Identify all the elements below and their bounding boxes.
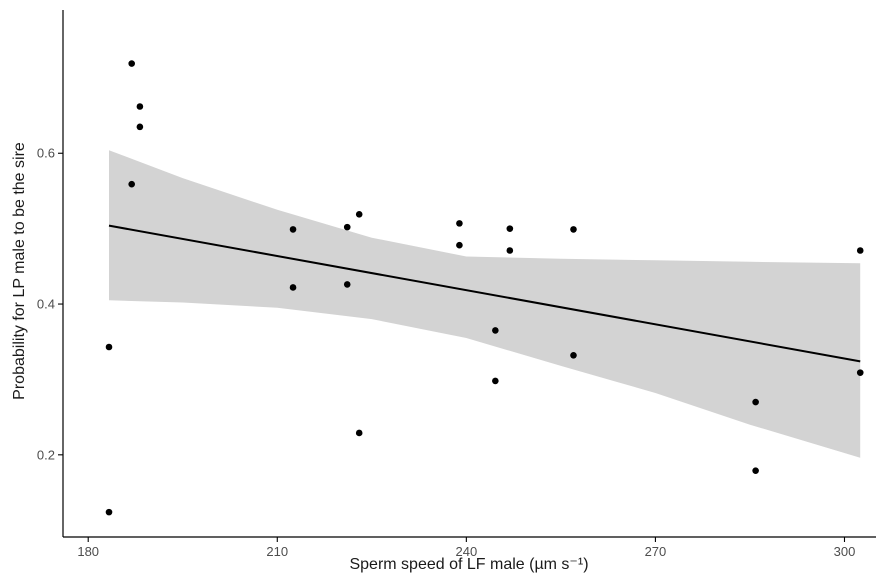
data-point (343, 281, 351, 288)
x-tick-label: 210 (266, 544, 288, 559)
axes-layer: 180 210 240 270 300 0.2 0.4 0.6 (37, 10, 876, 559)
data-point (752, 467, 759, 474)
x-axis-title: Sperm speed of LF male (µm s⁻¹) (349, 556, 588, 573)
data-point (105, 508, 113, 516)
data-point (343, 223, 351, 231)
data-points-layer (105, 60, 864, 516)
data-point (289, 284, 297, 291)
data-point (570, 226, 577, 233)
data-point (136, 103, 144, 110)
y-tick-label: 0.4 (37, 297, 55, 312)
data-point (492, 377, 499, 385)
data-point (456, 220, 463, 227)
fit-line (108, 224, 861, 363)
data-point (128, 60, 135, 67)
y-axis-title: Probability for LP male to be the sire (11, 142, 28, 400)
data-point (355, 211, 363, 218)
y-tick-label: 0.6 (37, 146, 55, 161)
x-tick-label: 300 (834, 544, 856, 559)
data-point (492, 327, 499, 334)
data-point (105, 343, 113, 351)
y-tick-label: 0.2 (37, 447, 55, 462)
data-point (128, 180, 135, 188)
data-point (856, 369, 864, 376)
confidence-band-layer (109, 150, 861, 458)
data-point (856, 247, 864, 254)
confidence-band (109, 150, 861, 458)
data-point (136, 123, 144, 131)
data-point (355, 429, 363, 437)
data-point (456, 241, 463, 249)
data-point (289, 226, 297, 233)
data-point (570, 352, 577, 359)
x-tick-label: 240 (455, 544, 477, 559)
data-point (506, 247, 514, 254)
data-point (506, 225, 514, 232)
data-point (752, 398, 759, 406)
x-tick-label: 180 (77, 544, 99, 559)
x-tick-label: 270 (645, 544, 667, 559)
fit-line-layer (108, 224, 861, 363)
